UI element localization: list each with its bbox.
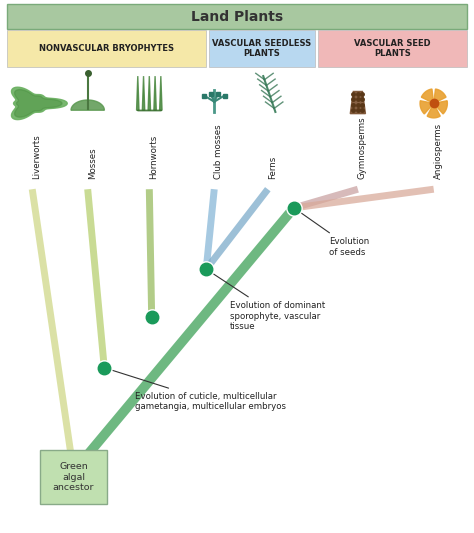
Text: Land Plants: Land Plants [191,10,283,23]
Polygon shape [350,92,365,114]
Text: VASCULAR SEED
PLANTS: VASCULAR SEED PLANTS [354,39,430,58]
Polygon shape [142,76,145,110]
Polygon shape [427,103,440,118]
Polygon shape [71,100,104,110]
Text: Club mosses: Club mosses [214,124,223,179]
Text: Hornworts: Hornworts [149,134,158,179]
Polygon shape [420,101,434,114]
Polygon shape [160,76,162,110]
Bar [318,30,467,67]
Text: Ferns: Ferns [268,155,277,179]
Bar [40,450,107,504]
Text: Angiosperms: Angiosperms [434,123,443,179]
Polygon shape [15,90,62,117]
Text: Gymnosperms: Gymnosperms [358,116,367,179]
Text: Green
algal
ancestor: Green algal ancestor [53,462,94,492]
Text: Evolution
of seeds: Evolution of seeds [296,209,370,256]
Text: Evolution of dominant
sporophyte, vascular
tissue: Evolution of dominant sporophyte, vascul… [209,271,325,331]
Text: Evolution of cuticle, multicellular
gametangia, multicellular embryos: Evolution of cuticle, multicellular game… [107,369,286,411]
Polygon shape [11,87,67,119]
Text: NONVASCULAR BRYOPHYTES: NONVASCULAR BRYOPHYTES [39,44,174,53]
Bar [7,30,206,67]
Polygon shape [154,76,156,110]
Polygon shape [421,89,434,103]
Polygon shape [434,101,447,114]
Bar [209,30,315,67]
Text: Mosses: Mosses [88,147,97,179]
Polygon shape [137,76,139,110]
Text: VASCULAR SEEDLESS
PLANTS: VASCULAR SEEDLESS PLANTS [212,39,311,58]
Text: Liverworts: Liverworts [32,134,41,179]
Polygon shape [148,76,151,110]
Bar [7,4,467,29]
Polygon shape [434,89,446,103]
